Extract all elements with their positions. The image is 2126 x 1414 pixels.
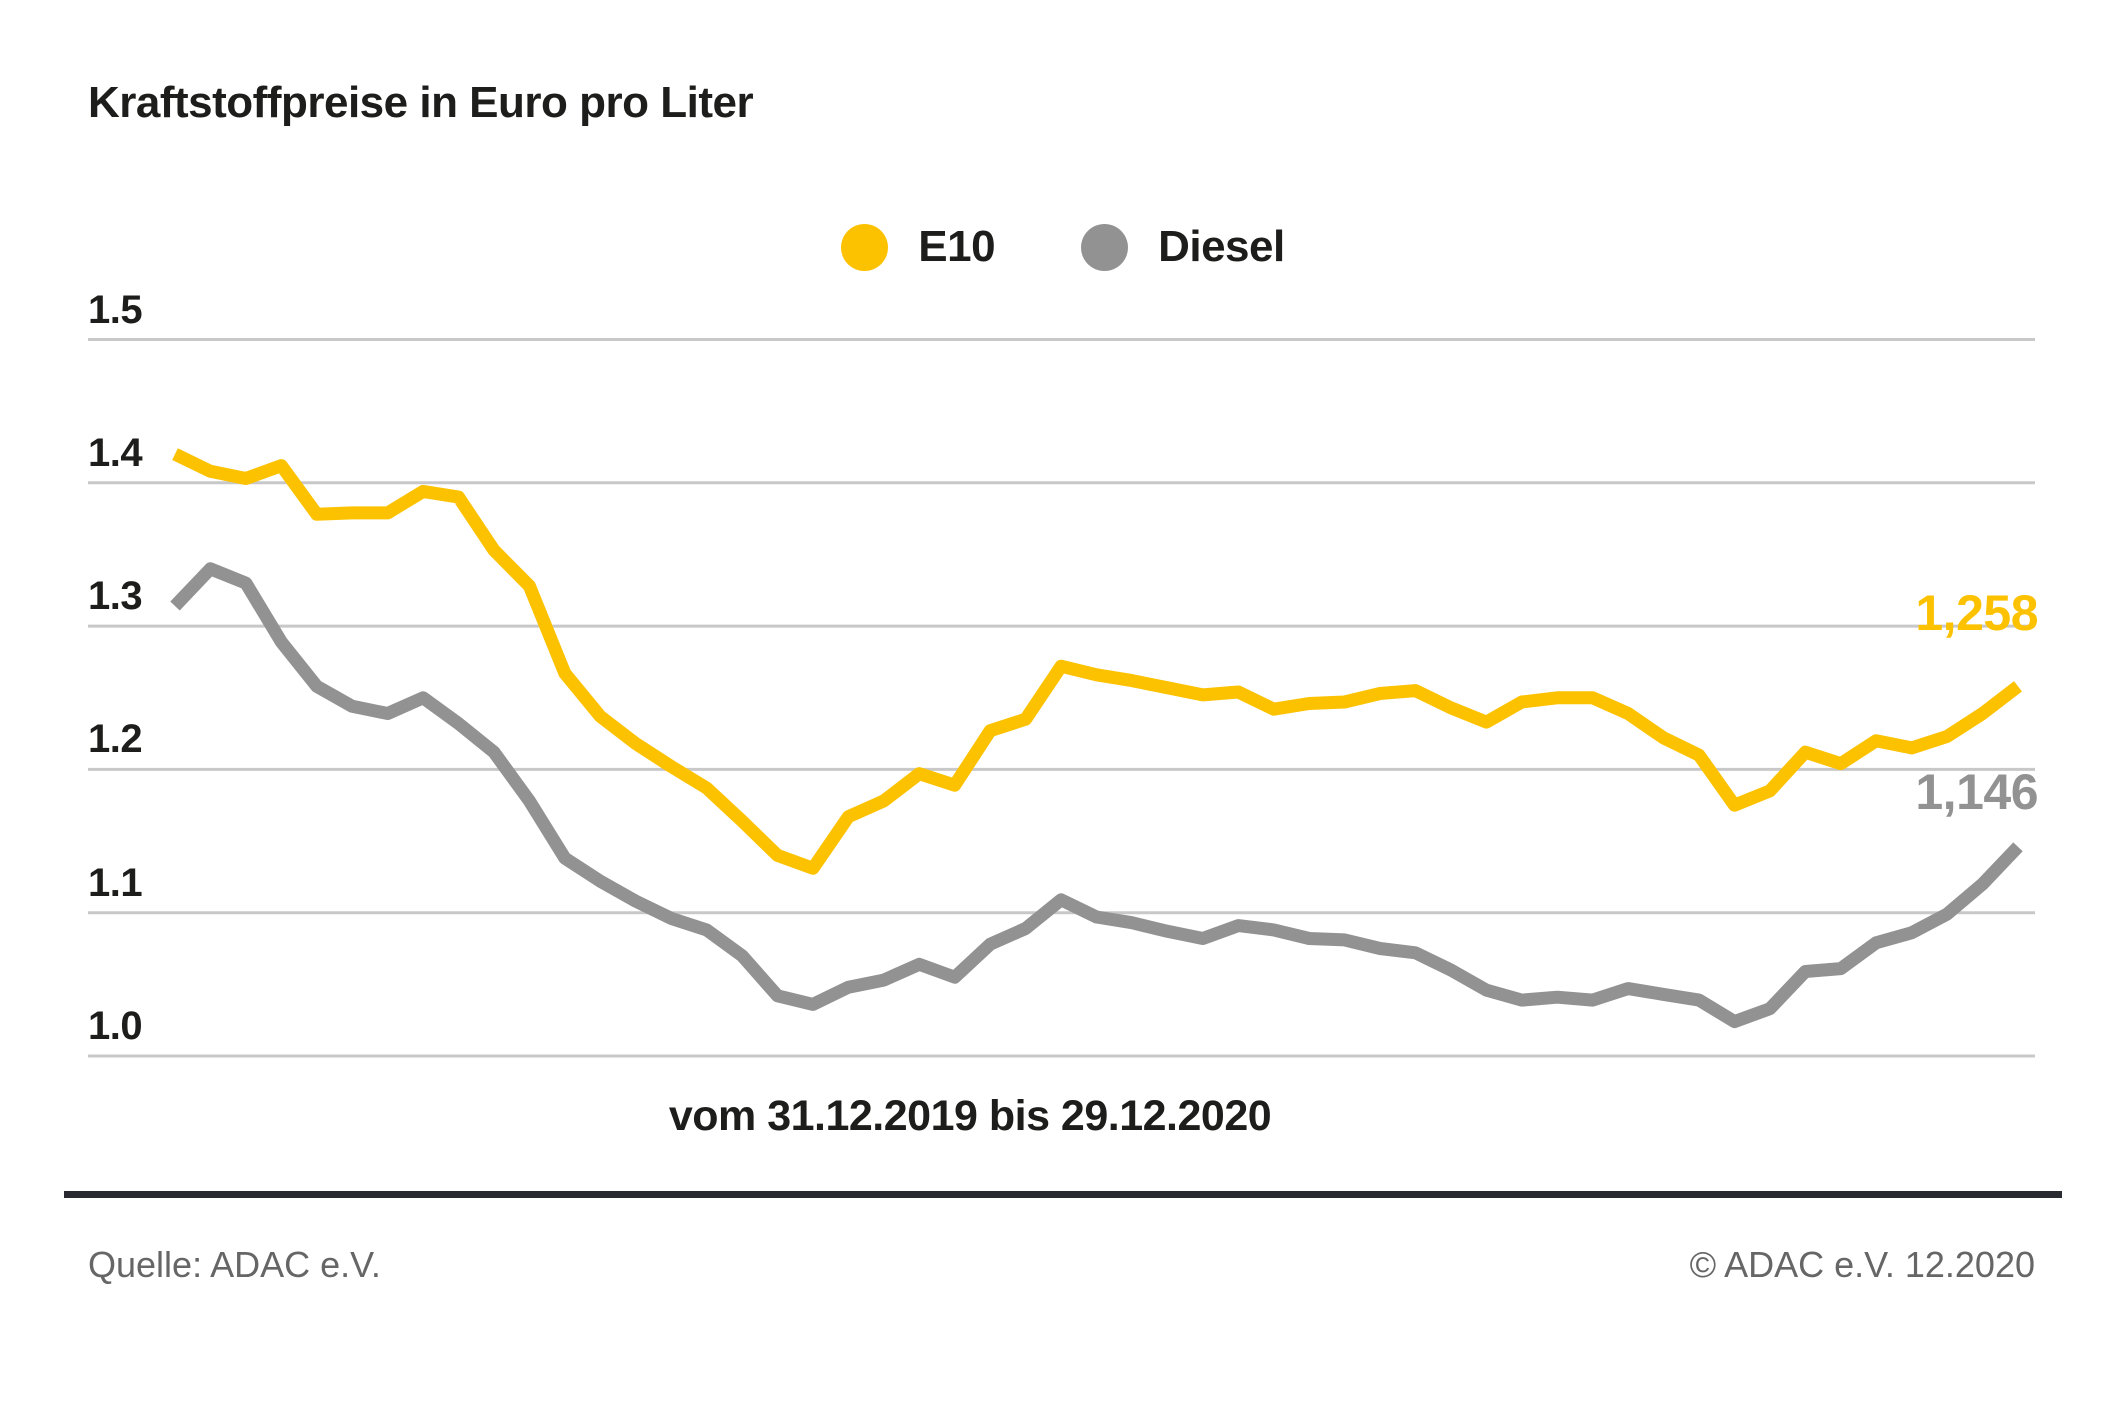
legend-dot-diesel bbox=[1081, 223, 1129, 271]
chart-title: Kraftstoffpreise in Euro pro Liter bbox=[88, 78, 754, 127]
y-tick-label-1.1: 1.1 bbox=[88, 860, 143, 905]
divider-line bbox=[64, 1191, 2062, 1198]
source-attribution: Quelle: ADAC e.V. bbox=[88, 1244, 381, 1285]
end-value-label-e10: 1,258 bbox=[1915, 585, 2038, 642]
legend-label-e10: E10 bbox=[918, 222, 996, 271]
copyright-note: © ADAC e.V. 12.2020 bbox=[1689, 1244, 2035, 1285]
y-tick-label-1.4: 1.4 bbox=[88, 430, 143, 475]
end-value-label-diesel: 1,146 bbox=[1915, 763, 2038, 820]
legend-dot-e10 bbox=[841, 223, 889, 271]
y-tick-label-1.2: 1.2 bbox=[88, 717, 143, 762]
legend-label-diesel: Diesel bbox=[1158, 222, 1285, 271]
series-line-e10 bbox=[172, 448, 2022, 875]
y-tick-label-1.3: 1.3 bbox=[88, 574, 143, 619]
x-axis-label: vom 31.12.2019 bis 29.12.2020 bbox=[668, 1092, 1272, 1140]
legend: E10 Diesel bbox=[0, 222, 2126, 272]
y-tick-label-1.0: 1.0 bbox=[88, 1004, 143, 1048]
series-line-diesel bbox=[170, 562, 2023, 1029]
y-tick-label-1.5: 1.5 bbox=[88, 287, 143, 332]
